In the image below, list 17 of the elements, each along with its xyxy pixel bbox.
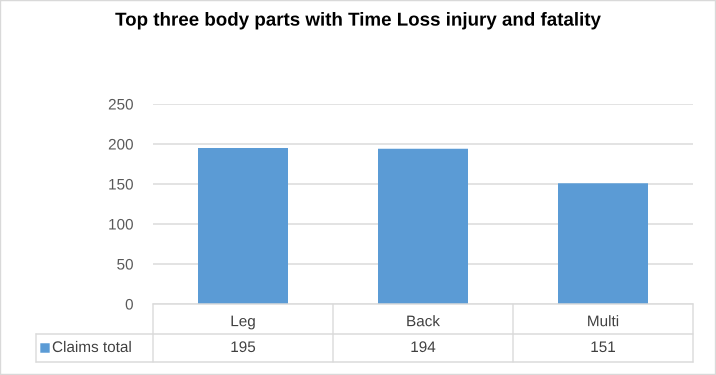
chart-title: Top three body parts with Time Loss injury and fatality bbox=[115, 12, 601, 30]
y-tick-label: 250 bbox=[108, 98, 133, 110]
x-tick-label: Leg bbox=[232, 316, 255, 330]
legend-label: Claims total bbox=[52, 340, 131, 352]
y-tick-label: 150 bbox=[109, 178, 133, 190]
data-label: 195 bbox=[231, 341, 256, 352]
x-tick-label: Multi bbox=[588, 315, 618, 326]
bar bbox=[558, 183, 648, 304]
data-label: 151 bbox=[591, 341, 615, 352]
y-tick-label: 50 bbox=[117, 258, 133, 270]
bar bbox=[198, 148, 288, 304]
bar bbox=[378, 148, 468, 304]
y-tick-label: 200 bbox=[108, 138, 133, 150]
x-tick-label: Back bbox=[407, 315, 440, 326]
y-tick-label: 0 bbox=[126, 298, 133, 310]
y-tick-label: 100 bbox=[109, 218, 133, 230]
data-label: 194 bbox=[411, 341, 436, 352]
